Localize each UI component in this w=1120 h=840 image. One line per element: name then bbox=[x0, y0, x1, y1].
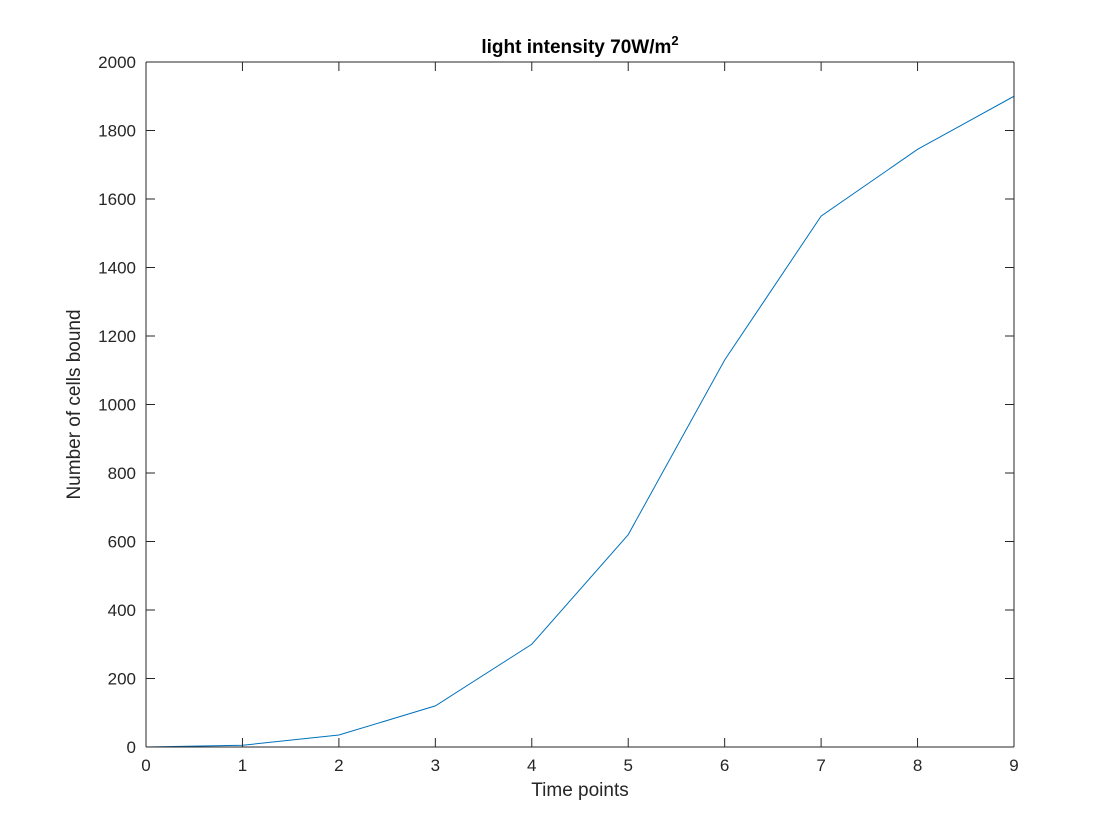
x-tick-label: 0 bbox=[141, 756, 150, 775]
plot-area bbox=[146, 62, 1014, 747]
y-axis-label: Number of cells bound bbox=[64, 309, 85, 499]
x-tick-label: 5 bbox=[623, 756, 632, 775]
x-tick-label: 3 bbox=[431, 756, 440, 775]
y-tick-label: 2000 bbox=[98, 53, 136, 72]
x-tick-label: 6 bbox=[720, 756, 729, 775]
y-tick-label: 1600 bbox=[98, 190, 136, 209]
y-tick-label: 0 bbox=[127, 738, 136, 757]
y-tick-label: 1800 bbox=[98, 122, 136, 141]
y-tick-label: 400 bbox=[108, 601, 136, 620]
x-tick-label: 1 bbox=[238, 756, 247, 775]
x-axis-ticks: 0 1 2 3 4 5 6 7 8 9 bbox=[141, 62, 1019, 775]
chart-title-superscript: 2 bbox=[671, 33, 678, 48]
x-axis-label: Time points bbox=[531, 780, 629, 801]
y-tick-label: 1200 bbox=[98, 327, 136, 346]
y-tick-label: 1400 bbox=[98, 259, 136, 278]
series-layer bbox=[145, 95, 1015, 748]
y-tick-label: 1000 bbox=[98, 396, 136, 415]
x-tick-label: 8 bbox=[913, 756, 922, 775]
series-line bbox=[145, 95, 1015, 748]
y-tick-label: 600 bbox=[108, 533, 136, 552]
x-tick-label: 2 bbox=[334, 756, 343, 775]
plot-background bbox=[146, 62, 1014, 747]
y-tick-label: 800 bbox=[108, 464, 136, 483]
x-tick-label: 9 bbox=[1009, 756, 1018, 775]
y-tick-label: 200 bbox=[108, 670, 136, 689]
chart-title-main: light intensity 70W/m bbox=[481, 37, 671, 58]
x-tick-label: 4 bbox=[527, 756, 536, 775]
y-axis-ticks: 0 200 400 600 800 1000 1200 1400 1600 1800 2000 bbox=[98, 53, 1014, 757]
chart-title: light intensity 70W/m2 bbox=[481, 33, 678, 58]
x-tick-label: 7 bbox=[816, 756, 825, 775]
